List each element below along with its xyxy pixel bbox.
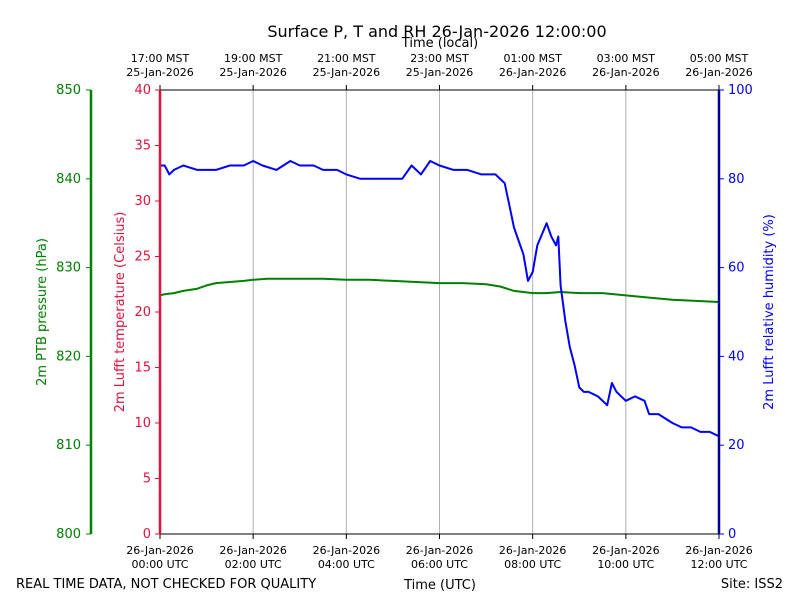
- bottom-x-tick-label-date: 26-Jan-2026: [219, 544, 287, 557]
- humidity-tick-label: 80: [728, 172, 745, 187]
- bottom-x-tick-label-date: 26-Jan-2026: [685, 544, 753, 557]
- bottom-x-tick-label-time: 00:00 UTC: [131, 558, 188, 571]
- site-label: Site: ISS2: [721, 577, 783, 592]
- temperature-axis-label: 2m Lufft temperature (Celsius): [113, 212, 128, 413]
- top-x-tick-label-time: 21:00 MST: [317, 52, 376, 65]
- temperature-tick-label: 40: [134, 83, 151, 98]
- temperature-series-line: [159, 277, 720, 303]
- top-x-tick-label-time: 19:00 MST: [224, 52, 283, 65]
- top-x-tick-label-date: 26-Jan-2026: [499, 66, 567, 79]
- top-x-tick-label-time: 17:00 MST: [131, 52, 190, 65]
- series-layer: [159, 160, 720, 438]
- humidity-tick-label: 0: [728, 527, 736, 542]
- temperature-tick-label: 5: [143, 472, 151, 487]
- humidity-series-line: [160, 160, 720, 438]
- humidity-tick-label: 100: [728, 83, 753, 98]
- bottom-x-axis-label: Time (UTC): [403, 578, 476, 593]
- top-x-tick-label-time: 03:00 MST: [597, 52, 656, 65]
- pressure-tick-label: 820: [56, 349, 81, 364]
- top-x-tick-label-date: 26-Jan-2026: [685, 66, 753, 79]
- bottom-x-tick-label-date: 26-Jan-2026: [406, 544, 474, 557]
- bottom-x-tick-label-date: 26-Jan-2026: [592, 544, 660, 557]
- top-x-tick-label-time: 05:00 MST: [690, 52, 749, 65]
- bottom-x-tick-label-time: 08:00 UTC: [504, 558, 561, 571]
- humidity-tick-label: 60: [728, 261, 745, 276]
- temperature-tick-label: 0: [143, 527, 151, 542]
- top-x-tick-label-date: 26-Jan-2026: [592, 66, 660, 79]
- bottom-x-tick-label-time: 10:00 UTC: [597, 558, 654, 571]
- top-x-tick-label-date: 25-Jan-2026: [313, 66, 381, 79]
- bottom-x-tick-label-date: 26-Jan-2026: [499, 544, 567, 557]
- pressure-tick-label: 830: [56, 261, 81, 276]
- temperature-tick-label: 25: [134, 250, 151, 265]
- bottom-x-tick-label-time: 02:00 UTC: [225, 558, 282, 571]
- bottom-x-tick-label-time: 06:00 UTC: [411, 558, 468, 571]
- top-x-tick-label-date: 25-Jan-2026: [126, 66, 194, 79]
- quality-disclaimer: REAL TIME DATA, NOT CHECKED FOR QUALITY: [16, 577, 316, 592]
- humidity-tick-label: 20: [728, 438, 745, 453]
- temperature-tick-label: 10: [134, 416, 151, 431]
- temperature-tick-label: 15: [134, 361, 151, 376]
- top-x-tick-label-date: 25-Jan-2026: [219, 66, 287, 79]
- grid: [252, 90, 627, 534]
- top-x-tick-label-time: 23:00 MST: [410, 52, 469, 65]
- pressure-tick-label: 840: [56, 172, 81, 187]
- temperature-tick-label: 35: [134, 139, 151, 154]
- pressure-tick-label: 850: [56, 83, 81, 98]
- bottom-x-tick-label-date: 26-Jan-2026: [313, 544, 381, 557]
- top-x-tick-label-time: 01:00 MST: [503, 52, 562, 65]
- top-x-tick-label-date: 25-Jan-2026: [406, 66, 474, 79]
- humidity-axis-label: 2m Lufft relative humidity (%): [762, 214, 777, 410]
- temperature-tick-label: 20: [134, 305, 151, 320]
- pressure-axis-label: 2m PTB pressure (hPa): [35, 238, 50, 386]
- humidity-tick-label: 40: [728, 349, 745, 364]
- bottom-x-tick-label-time: 04:00 UTC: [318, 558, 375, 571]
- bottom-x-tick-label-date: 26-Jan-2026: [126, 544, 194, 557]
- chart-title: Surface P, T and RH 26-Jan-2026 12:00:00: [267, 22, 606, 41]
- pressure-tick-label: 800: [56, 527, 81, 542]
- temperature-tick-label: 30: [134, 194, 151, 209]
- pressure-tick-label: 810: [56, 438, 81, 453]
- top-x-axis-label: Time (local): [401, 36, 478, 51]
- bottom-x-tick-label-time: 12:00 UTC: [690, 558, 747, 571]
